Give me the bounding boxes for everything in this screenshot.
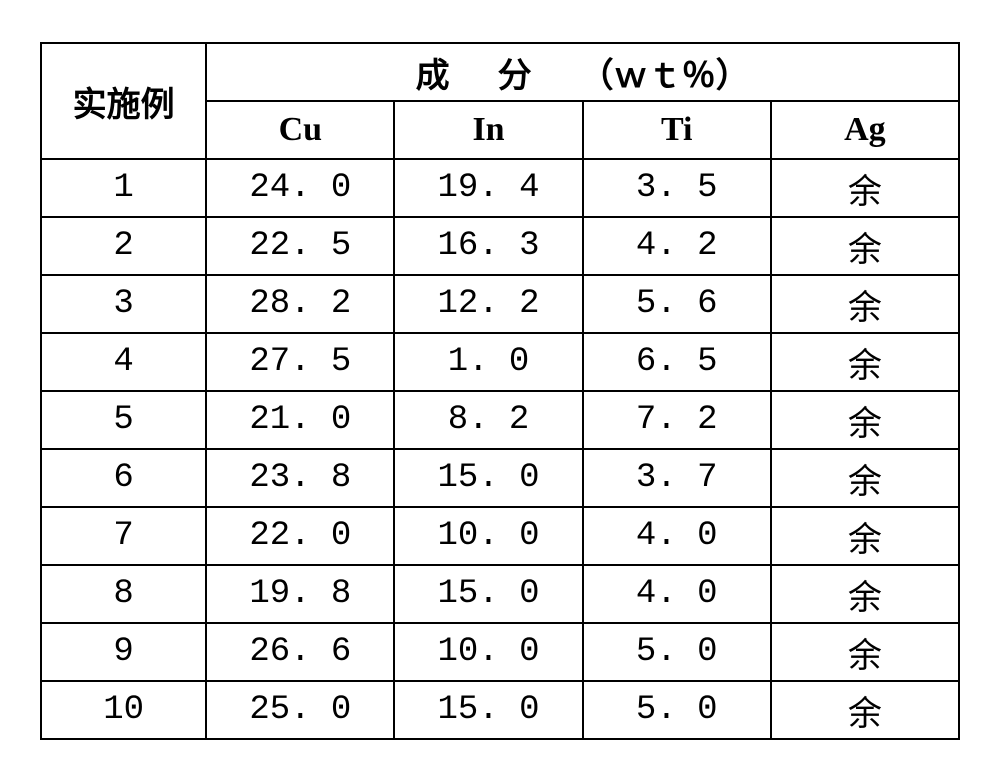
cell-ag: 余	[771, 449, 959, 507]
cell-example-index: 5	[41, 391, 206, 449]
group-header: 成 分 （ｗｔ％）	[206, 43, 959, 101]
cell-ti: 7. 2	[583, 391, 771, 449]
cell-example-index: 1	[41, 159, 206, 217]
cell-ti: 4. 0	[583, 507, 771, 565]
cell-example-index: 7	[41, 507, 206, 565]
col-header-ag: Ag	[771, 101, 959, 159]
cell-ag: 余	[771, 275, 959, 333]
col-header-ti: Ti	[583, 101, 771, 159]
cell-in: 15. 0	[394, 565, 582, 623]
cell-cu: 19. 8	[206, 565, 394, 623]
cell-in: 10. 0	[394, 623, 582, 681]
cell-in: 15. 0	[394, 449, 582, 507]
group-header-part-0: 成	[416, 58, 450, 95]
table-row: 1025. 015. 05. 0余	[41, 681, 959, 739]
cell-ti: 3. 5	[583, 159, 771, 217]
table-row: 222. 516. 34. 2余	[41, 217, 959, 275]
cell-in: 15. 0	[394, 681, 582, 739]
cell-in: 16. 3	[394, 217, 582, 275]
cell-in: 1. 0	[394, 333, 582, 391]
cell-in: 8. 2	[394, 391, 582, 449]
cell-cu: 23. 8	[206, 449, 394, 507]
cell-example-index: 3	[41, 275, 206, 333]
col-header-in: In	[394, 101, 582, 159]
table-row: 819. 815. 04. 0余	[41, 565, 959, 623]
table-body: 124. 019. 43. 5余222. 516. 34. 2余328. 212…	[41, 159, 959, 739]
table-row: 427. 51. 06. 5余	[41, 333, 959, 391]
group-header-part-2: （ｗｔ％）	[580, 58, 750, 95]
cell-ti: 3. 7	[583, 449, 771, 507]
cell-ag: 余	[771, 681, 959, 739]
cell-cu: 28. 2	[206, 275, 394, 333]
cell-cu: 26. 6	[206, 623, 394, 681]
cell-cu: 22. 5	[206, 217, 394, 275]
table-row: 722. 010. 04. 0余	[41, 507, 959, 565]
cell-ti: 5. 0	[583, 681, 771, 739]
cell-ti: 4. 2	[583, 217, 771, 275]
row-header: 实施例	[41, 43, 206, 159]
col-header-cu: Cu	[206, 101, 394, 159]
cell-cu: 27. 5	[206, 333, 394, 391]
cell-example-index: 4	[41, 333, 206, 391]
cell-cu: 24. 0	[206, 159, 394, 217]
cell-in: 10. 0	[394, 507, 582, 565]
cell-cu: 21. 0	[206, 391, 394, 449]
table-row: 623. 815. 03. 7余	[41, 449, 959, 507]
table-row: 328. 212. 25. 6余	[41, 275, 959, 333]
cell-cu: 22. 0	[206, 507, 394, 565]
group-header-part-1: 分	[498, 58, 532, 95]
cell-example-index: 8	[41, 565, 206, 623]
cell-in: 12. 2	[394, 275, 582, 333]
table-row: 521. 08. 27. 2余	[41, 391, 959, 449]
cell-in: 19. 4	[394, 159, 582, 217]
table-row: 124. 019. 43. 5余	[41, 159, 959, 217]
cell-ag: 余	[771, 623, 959, 681]
cell-cu: 25. 0	[206, 681, 394, 739]
cell-example-index: 10	[41, 681, 206, 739]
cell-example-index: 6	[41, 449, 206, 507]
cell-ti: 4. 0	[583, 565, 771, 623]
cell-example-index: 2	[41, 217, 206, 275]
cell-ti: 6. 5	[583, 333, 771, 391]
cell-ag: 余	[771, 159, 959, 217]
cell-ag: 余	[771, 565, 959, 623]
cell-ti: 5. 6	[583, 275, 771, 333]
cell-example-index: 9	[41, 623, 206, 681]
cell-ag: 余	[771, 507, 959, 565]
cell-ag: 余	[771, 391, 959, 449]
composition-table: 实施例 成分（ｗｔ％） Cu In Ti Ag 124. 019. 43. 5余…	[40, 42, 960, 740]
cell-ag: 余	[771, 217, 959, 275]
cell-ag: 余	[771, 333, 959, 391]
cell-ti: 5. 0	[583, 623, 771, 681]
table-row: 926. 610. 05. 0余	[41, 623, 959, 681]
header-row-1: 实施例 成分（ｗｔ％）	[41, 43, 959, 101]
